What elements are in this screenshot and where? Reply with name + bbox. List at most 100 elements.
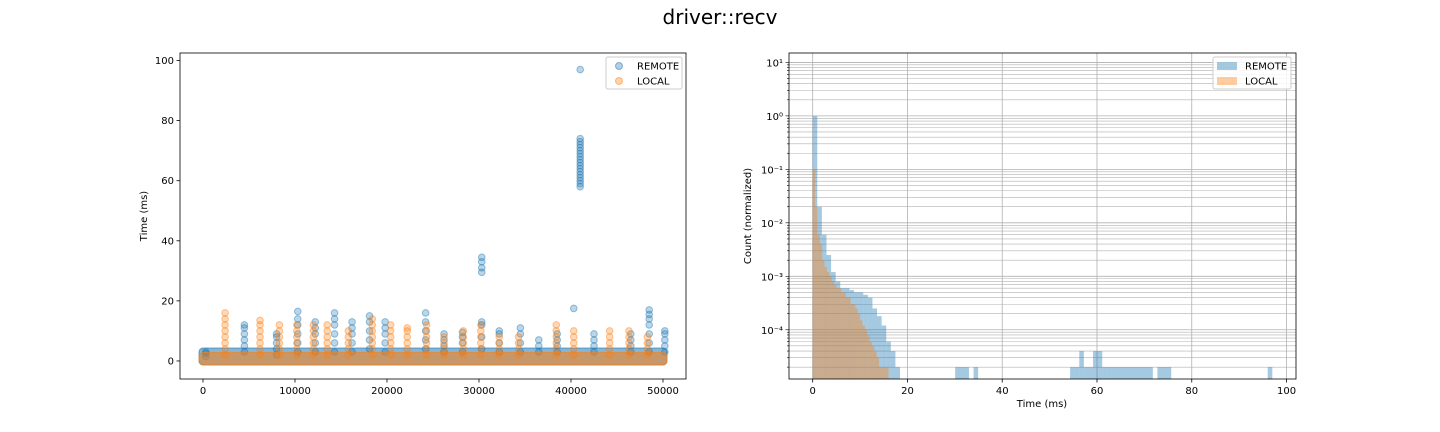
scatter-point — [514, 345, 523, 353]
scatter-point — [477, 268, 486, 277]
baseline-points — [198, 351, 668, 366]
scatter-point — [422, 339, 431, 347]
scatter-axis-ticks: 0 10000 20000 30000 40000 50000 0 20 40 60 80 100 — [155, 56, 679, 397]
scatter-point — [627, 336, 635, 344]
histogram-bar — [841, 292, 844, 379]
scatter-point — [403, 351, 412, 359]
scatter-point — [221, 327, 229, 335]
histogram-bar — [890, 351, 896, 379]
histogram-bar — [864, 329, 868, 379]
y-tick-label: 20 — [161, 296, 174, 307]
scatter-point — [477, 351, 485, 359]
scatter-point — [661, 336, 669, 344]
series-local — [198, 309, 668, 366]
scatter-point — [643, 333, 652, 341]
scatter-point — [477, 345, 485, 353]
scatter-point — [514, 351, 523, 359]
scatter-point — [368, 345, 377, 353]
scatter-point — [645, 339, 654, 347]
scatter-point — [323, 333, 332, 341]
scatter-point — [605, 351, 614, 359]
scatter-point — [553, 336, 562, 344]
scatter-point — [256, 333, 264, 341]
histogram-chart: 0 20 40 60 80 100 10⁻⁴ 10⁻³ 10⁻² 10⁻¹ 10⁰ 10¹ Time … — [743, 52, 1297, 410]
scatter-point — [590, 330, 598, 338]
scatter-point — [368, 339, 377, 347]
scatter-point — [495, 327, 504, 335]
histogram-bar — [835, 281, 841, 379]
histogram-axes-frame — [788, 52, 1297, 380]
legend-label: LOCAL — [1245, 77, 1278, 88]
scatter-point — [330, 309, 339, 317]
histogram-bar — [869, 341, 872, 379]
histogram-bar — [867, 297, 873, 379]
scatter-point — [422, 333, 431, 341]
scatter-point — [421, 318, 430, 326]
histogram-bar — [867, 334, 870, 379]
scatter-point — [576, 143, 585, 152]
scatter-point — [293, 339, 302, 347]
scatter-point — [272, 330, 281, 338]
scatter-point — [330, 339, 339, 347]
scatter-point — [552, 351, 561, 359]
histogram-bar — [862, 325, 865, 379]
histogram-bar — [1267, 367, 1273, 379]
scatter-point — [477, 321, 485, 329]
series-remote — [198, 65, 669, 366]
scatter-point — [495, 345, 504, 353]
scatter-point — [495, 333, 504, 341]
scatter-point — [440, 339, 448, 347]
scatter-point — [576, 155, 585, 164]
scatter-y-axis-label: Time (ms) — [139, 191, 150, 243]
histogram-bar — [881, 325, 887, 379]
legend-label: REMOTE — [1245, 62, 1287, 73]
scatter-point — [272, 339, 281, 347]
scatter-point — [403, 345, 412, 353]
scatter-point — [386, 327, 395, 335]
scatter-point — [275, 339, 284, 347]
x-tick-label: 50000 — [647, 386, 679, 397]
histogram-bar — [819, 244, 823, 379]
histogram-bar — [886, 367, 889, 379]
scatter-point — [440, 351, 448, 359]
scatter-point — [293, 339, 301, 347]
scatter-point — [403, 327, 412, 335]
scatter-point — [293, 321, 302, 329]
legend-marker-local — [615, 77, 623, 85]
scatter-point — [477, 318, 486, 326]
scatter-point — [381, 318, 389, 326]
scatter-point — [576, 149, 585, 158]
histogram-bar — [843, 292, 846, 379]
scatter-point — [477, 321, 486, 329]
scatter-point — [403, 333, 412, 341]
scatter-point — [477, 333, 486, 341]
scatter-point — [661, 327, 669, 335]
histogram-bar — [1111, 367, 1153, 379]
histogram-bar — [857, 313, 861, 379]
scatter-point — [627, 330, 635, 338]
y-tick-label: 0 — [168, 356, 174, 367]
scatter-point — [535, 336, 543, 344]
histogram-bar — [872, 308, 878, 379]
x-tick-label: 80 — [1185, 386, 1198, 397]
scatter-point — [645, 315, 654, 323]
scatter-point — [645, 321, 654, 329]
scatter-point — [348, 330, 356, 338]
histogram-bar — [955, 367, 969, 379]
scatter-point — [309, 321, 318, 329]
scatter-point — [514, 339, 523, 347]
scatter-point — [381, 330, 389, 338]
scatter-legend: REMOTE LOCAL — [605, 56, 683, 90]
scatter-point — [605, 339, 614, 347]
y-tick-label: 10¹ — [766, 58, 783, 69]
histogram-bar — [826, 272, 830, 379]
scatter-point — [240, 336, 249, 344]
scatter-point — [368, 321, 377, 329]
histogram-bar — [877, 316, 882, 379]
scatter-point — [569, 333, 578, 341]
scatter-point — [459, 345, 468, 353]
scatter-point — [381, 339, 389, 347]
scatter-plot-area — [198, 65, 669, 366]
scatter-point — [576, 137, 585, 146]
scatter-point — [440, 333, 448, 341]
